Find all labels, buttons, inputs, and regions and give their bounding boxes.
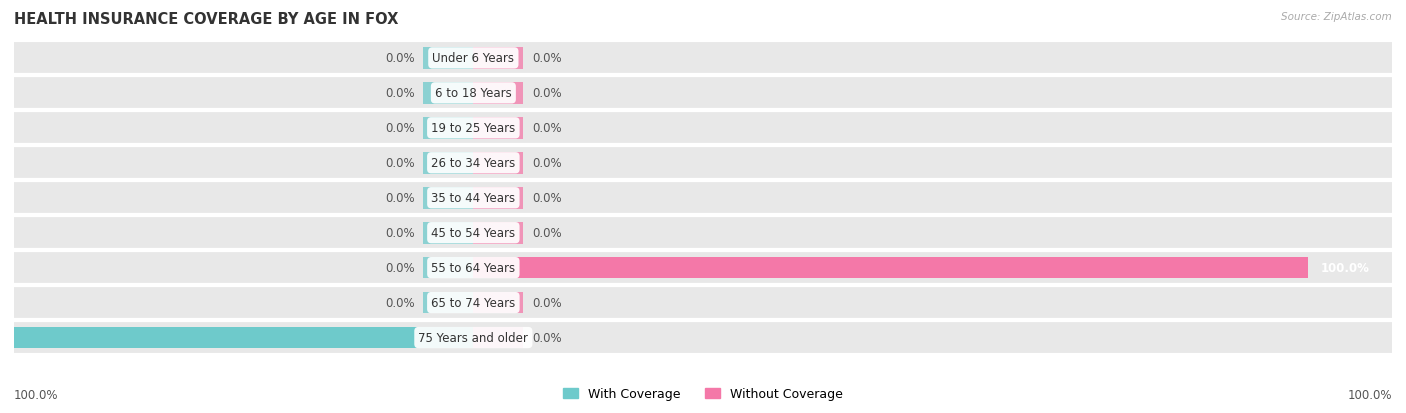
Bar [474,222,523,244]
Bar [423,118,474,139]
Text: 0.0%: 0.0% [531,52,561,65]
Bar [474,83,523,104]
Text: 55 to 64 Years: 55 to 64 Years [432,261,516,275]
Text: 0.0%: 0.0% [531,297,561,309]
Bar [423,188,474,209]
Text: 19 to 25 Years: 19 to 25 Years [432,122,516,135]
Text: 35 to 44 Years: 35 to 44 Years [432,192,516,205]
Text: 100.0%: 100.0% [1347,388,1392,401]
Text: 6 to 18 Years: 6 to 18 Years [434,87,512,100]
Bar [474,257,1309,279]
Text: Under 6 Years: Under 6 Years [433,52,515,65]
Text: 0.0%: 0.0% [385,157,415,170]
Bar [474,292,523,314]
Text: 0.0%: 0.0% [385,87,415,100]
Text: 0.0%: 0.0% [385,227,415,240]
Bar [474,48,523,69]
Bar [423,48,474,69]
Bar [0,327,474,349]
Bar [474,188,523,209]
Text: 65 to 74 Years: 65 to 74 Years [432,297,516,309]
Bar [14,216,1392,251]
Text: 0.0%: 0.0% [385,52,415,65]
Bar [423,83,474,104]
Bar [14,320,1392,355]
Text: 0.0%: 0.0% [531,87,561,100]
Bar [14,76,1392,111]
Legend: With Coverage, Without Coverage: With Coverage, Without Coverage [558,382,848,406]
Bar [474,327,523,349]
Text: 100.0%: 100.0% [1322,261,1369,275]
Text: 0.0%: 0.0% [531,122,561,135]
Bar [14,181,1392,216]
Text: 0.0%: 0.0% [531,227,561,240]
Bar [14,146,1392,181]
Bar [14,111,1392,146]
Text: 45 to 54 Years: 45 to 54 Years [432,227,516,240]
Bar [14,285,1392,320]
Text: 100.0%: 100.0% [14,388,59,401]
Bar [423,257,474,279]
Bar [423,152,474,174]
Bar [14,41,1392,76]
Text: 0.0%: 0.0% [385,261,415,275]
Bar [14,251,1392,285]
Text: 0.0%: 0.0% [385,192,415,205]
Bar [423,222,474,244]
Text: 75 Years and older: 75 Years and older [419,331,529,344]
Text: HEALTH INSURANCE COVERAGE BY AGE IN FOX: HEALTH INSURANCE COVERAGE BY AGE IN FOX [14,12,398,27]
Bar [474,118,523,139]
Text: 26 to 34 Years: 26 to 34 Years [432,157,516,170]
Text: 0.0%: 0.0% [385,297,415,309]
Text: 0.0%: 0.0% [531,331,561,344]
Bar [423,292,474,314]
Text: Source: ZipAtlas.com: Source: ZipAtlas.com [1281,12,1392,22]
Bar [474,152,523,174]
Text: 0.0%: 0.0% [531,157,561,170]
Text: 0.0%: 0.0% [385,122,415,135]
Text: 0.0%: 0.0% [531,192,561,205]
